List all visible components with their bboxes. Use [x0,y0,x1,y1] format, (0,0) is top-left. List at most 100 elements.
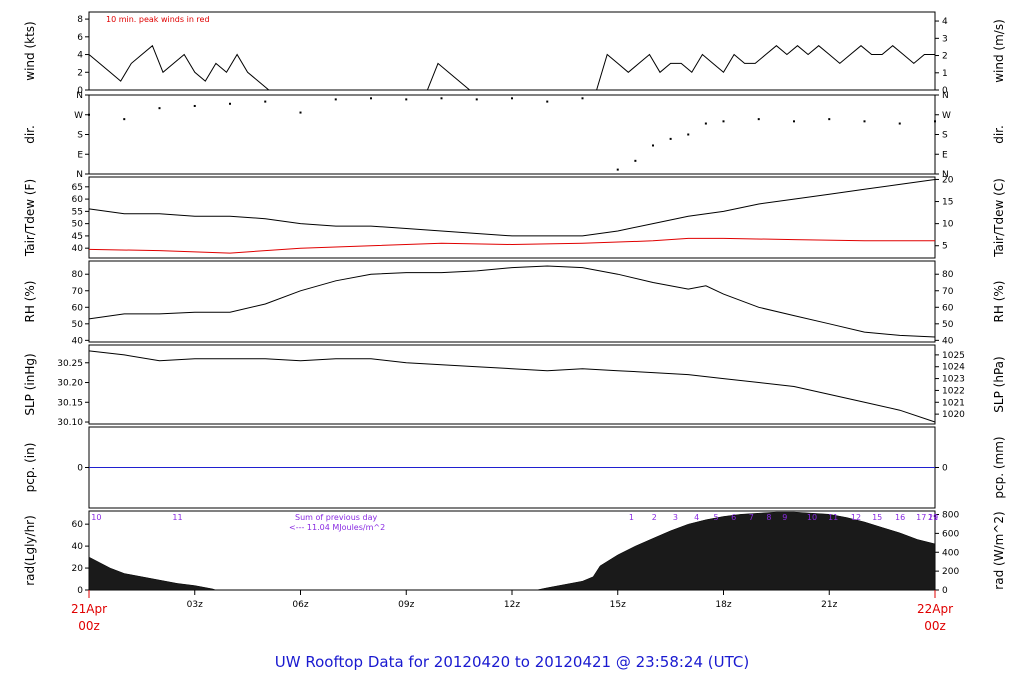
right-tick-label: N [942,170,949,180]
dir-point [863,120,866,123]
right-tick-label: 40 [942,336,954,346]
right-tick-label: 1025 [942,351,965,361]
ylabel-right: pcp. (mm) [992,436,1006,498]
panel-temp: Tair/Tdew (F) Tair/Tdew (C) 40 45 50 55 60 65 5 1… [23,175,1006,259]
hour-mark-label: 11 [828,513,838,522]
x-end-label: 00z [924,619,946,633]
right-tick-label: 1024 [942,363,965,373]
dir-point [440,97,443,100]
ylabel-left: dir. [23,125,37,144]
hour-mark-label: 17 [916,513,926,522]
ylabel-left: Tair/Tdew (F) [23,179,37,257]
dir-point [652,144,654,147]
right-tick-label: 1020 [942,410,965,420]
dir-point [299,111,302,114]
left-tick-label: 65 [72,183,83,193]
dir-point [193,104,196,107]
dir-point [158,107,161,110]
left-tick-label: 0 [77,586,83,596]
left-tick-label: 0 [77,464,83,474]
dir-point [546,100,549,103]
hour-mark-label: 19 [928,513,938,522]
right-tick-label: 1022 [942,386,965,396]
rad-annotation: <--- 11.04 MJoules/m^2 [289,523,385,532]
panel-frame [88,344,936,425]
dir-point [88,113,90,116]
left-tick-label: 30.20 [57,379,83,389]
panel-frame [88,11,936,91]
left-tick-label: S [77,131,83,141]
series-line-0 [88,350,936,423]
hour-mark-label: 7 [749,513,754,522]
right-tick-label: 0 [942,464,948,474]
right-tick-label: 1 [942,69,948,79]
hour-mark-label: 9 [782,513,787,522]
right-tick-label: 1021 [942,398,965,408]
hour-mark-label: 4 [694,513,699,522]
hour-mark-label: 12 [851,513,861,522]
ylabel-right: SLP (hPa) [992,356,1006,412]
left-tick-label: 60 [72,303,84,313]
dir-point [370,97,372,100]
right-tick-label: 15 [942,198,953,208]
hour-mark-label: 10 [91,513,101,522]
dir-point [722,120,725,123]
dir-point [634,159,637,162]
x-axis: 03z 06z 09z 12z 15z 18z 21z 21Apr 00z 22Apr 00z [71,590,953,633]
dir-point [123,118,126,121]
x-start-label: 00z [78,619,100,633]
panel-frame [88,260,936,343]
dir-point [669,137,672,140]
x-end-label: 22Apr [917,602,953,616]
right-tick-label: 10 [942,220,954,230]
hour-mark-label: 8 [766,513,771,522]
dir-point [475,98,478,101]
dir-point [898,122,901,125]
right-tick-label: 200 [942,567,959,577]
panel-slp: SLP (inHg) SLP (hPa) 30.10 30.15 30.20 30.25 1… [23,344,1006,428]
hour-mark-label: 11 [172,513,182,522]
panel-pcp: pcp. (in) pcp. (mm) 0 0 [23,426,1006,509]
left-tick-label: N [76,91,83,101]
left-tick-label: 70 [72,287,84,297]
right-tick-label: 2 [942,52,948,62]
x-tick-label: 18z [715,600,731,610]
left-tick-label: 4 [77,51,83,61]
left-tick-label: 2 [77,68,83,78]
left-tick-label: 60 [72,195,84,205]
x-tick-label: 09z [398,600,414,610]
dir-point [828,118,831,121]
right-tick-label: 60 [942,303,954,313]
left-tick-label: 20 [72,564,84,574]
x-tick-label: 03z [187,600,203,610]
chart-title: UW Rooftop Data for 20120420 to 20120421… [275,653,749,671]
panel-rh: RH (%) RH (%) 40 50 60 70 80 40 50 60 70 80 [23,260,1006,346]
right-tick-label: 3 [942,34,948,44]
left-tick-label: 0 [77,86,83,96]
left-tick-label: 30.25 [57,359,83,369]
dir-point [704,122,707,125]
dir-point [264,100,267,103]
right-tick-label: 80 [942,270,954,280]
left-tick-label: 40 [72,244,84,254]
left-tick-label: E [77,150,83,160]
right-tick-label: 0 [942,586,948,596]
left-tick-label: 55 [72,207,83,217]
right-tick-label: 20 [942,175,954,185]
right-tick-label: 50 [942,320,954,330]
right-tick-label: 0 [942,86,948,96]
ylabel-right: dir. [992,125,1006,144]
left-tick-label: 40 [72,542,84,552]
ylabel-left: SLP (inHg) [23,353,37,415]
dir-point [934,120,936,123]
hour-mark-label: 16 [895,513,905,522]
dir-point [687,133,690,136]
hour-mark-label: 6 [731,513,736,522]
dir-point [793,120,795,123]
right-tick-label: 400 [942,548,959,558]
right-tick-label: 4 [942,17,948,27]
panel-wind: wind (kts) wind (m/s) 0 2 4 6 8 0 1 2 3 4 10 min. pe… [23,11,1006,96]
panel-rad: rad(Lgly/hr) rad (W/m^2)02040600200400600… [23,510,1006,596]
dir-point [229,102,231,105]
